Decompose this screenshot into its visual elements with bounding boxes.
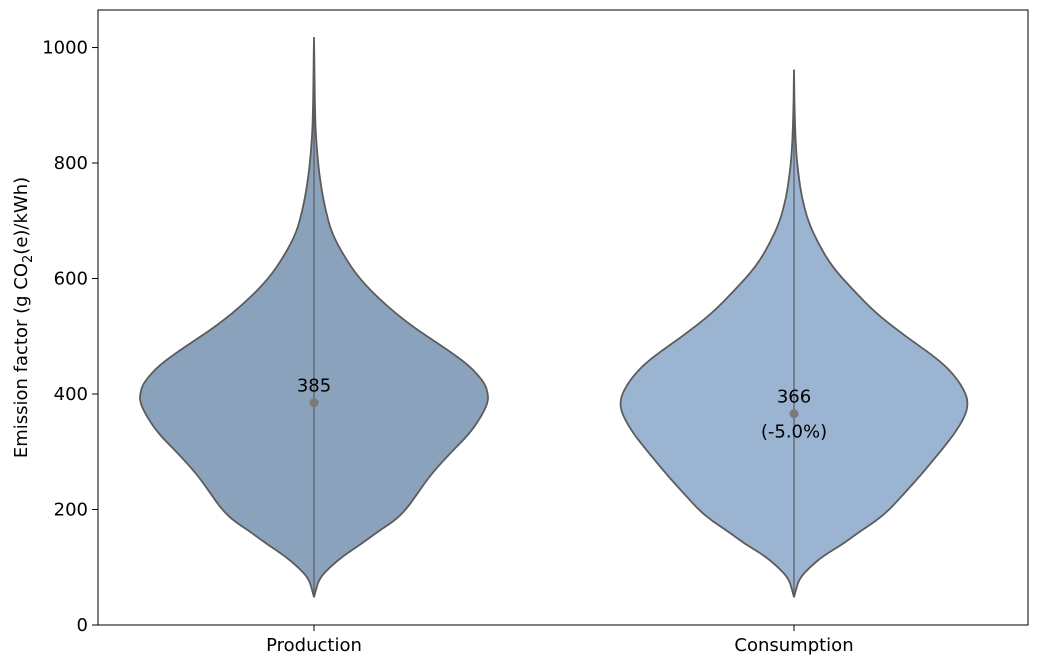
mean-label-production: 385 (297, 376, 331, 397)
x-tick-label-consumption: Consumption (734, 635, 853, 656)
plot-area-frame (97, 9, 1029, 626)
change-label-consumption: (-5.0%) (761, 422, 827, 443)
x-axis: Production Consumption (266, 625, 854, 656)
y-tick-label: 400 (54, 384, 88, 405)
y-axis: 0 200 400 600 800 1000 (42, 38, 98, 636)
y-axis-label-prefix: Emission factor (g CO (11, 263, 32, 458)
mean-point-consumption (789, 409, 799, 419)
mean-label-consumption: 366 (777, 387, 811, 408)
y-axis-label-suffix: (e)/kWh) (11, 177, 32, 255)
y-axis-label: Emission factor (g CO2(e)/kWh) (11, 177, 36, 458)
annotations-layer: 385 366 (-5.0%) (297, 376, 827, 443)
y-axis-label-subscript: 2 (21, 255, 36, 263)
mean-point-production (309, 398, 319, 408)
y-tick-label: 0 (77, 615, 88, 636)
x-tick-label-production: Production (266, 635, 362, 656)
y-tick-label: 1000 (42, 38, 88, 59)
y-tick-label: 800 (54, 153, 88, 174)
y-tick-label: 200 (54, 500, 88, 521)
y-tick-label: 600 (54, 269, 88, 290)
violins-layer (139, 37, 969, 598)
